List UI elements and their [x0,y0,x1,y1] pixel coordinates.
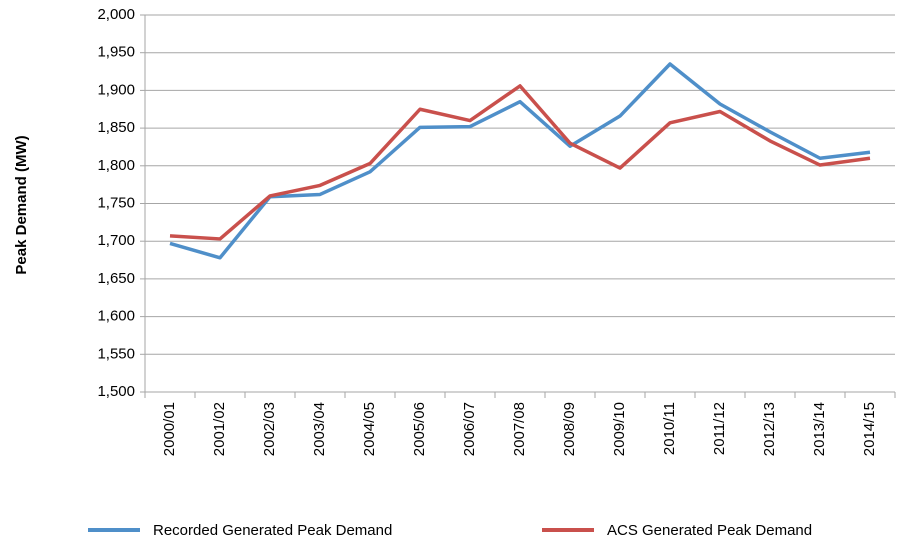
y-tick-label: 1,650 [97,270,135,287]
x-tick-label: 2001/02 [211,402,228,456]
y-tick-label: 1,900 [97,81,135,98]
x-tick-label: 2000/01 [161,402,178,456]
x-tick-label: 2008/09 [561,402,578,456]
y-tick-label: 1,750 [97,194,135,211]
x-tick-label: 2003/04 [311,402,328,456]
y-tick-label: 2,000 [97,6,135,23]
series-line [169,84,871,241]
x-tick-label: 2013/14 [811,402,828,456]
y-tick-label: 1,600 [97,308,135,325]
x-tick-label: 2006/07 [461,402,478,456]
x-tick-label: 2005/06 [411,402,428,456]
y-tick-label: 1,550 [97,345,135,362]
series-line [169,62,871,260]
x-tick-label: 2009/10 [611,402,628,456]
y-tick-label: 1,500 [97,383,135,400]
x-tick-label: 2002/03 [261,402,278,456]
x-tick-label: 2011/12 [711,402,728,455]
y-tick-label: 1,800 [97,157,135,174]
x-tick-label: 2007/08 [511,402,528,456]
x-tick-label: 2012/13 [761,402,778,456]
legend-label: ACS Generated Peak Demand [607,522,812,539]
y-tick-label: 1,950 [97,44,135,61]
x-tick-label: 2004/05 [361,402,378,456]
legend-label: Recorded Generated Peak Demand [153,522,392,539]
y-tick-label: 1,700 [97,232,135,249]
y-tick-label: 1,850 [97,119,135,136]
y-axis-label: Peak Demand (MW) [13,135,30,274]
x-tick-label: 2014/15 [861,402,878,456]
x-tick-label: 2010/11 [661,402,678,455]
